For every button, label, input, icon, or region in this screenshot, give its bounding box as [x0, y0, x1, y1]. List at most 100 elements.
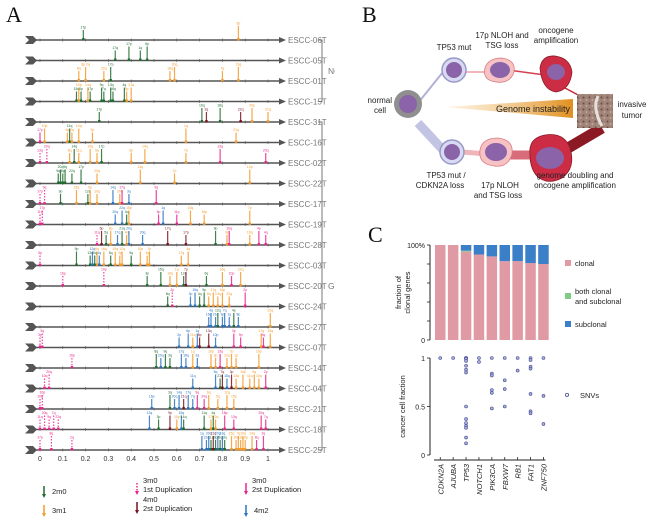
event-point	[248, 181, 251, 184]
event-point	[125, 222, 128, 225]
event-label: 1p	[234, 354, 238, 358]
event-point	[70, 181, 74, 184]
event-point	[102, 79, 106, 82]
event-label: 7p	[148, 247, 152, 251]
event-point	[123, 99, 126, 102]
event-point	[248, 222, 251, 225]
sample-label: ESCC-04T	[288, 385, 327, 394]
event-label: 20p	[249, 104, 255, 108]
event-point	[239, 120, 242, 123]
event-label: 5p	[38, 251, 42, 255]
event-label: 16q	[101, 247, 107, 251]
event-point	[173, 181, 176, 184]
event-point	[139, 58, 142, 61]
event-point	[148, 263, 151, 266]
timeline-arrow-icon	[279, 119, 286, 125]
event-point	[177, 407, 181, 410]
event-point	[43, 202, 46, 205]
event-label: 10q	[42, 374, 48, 378]
snv-point	[464, 370, 468, 375]
event-label: 1q	[227, 313, 231, 317]
event-point	[221, 386, 224, 389]
timeline-row: ESCC-06T 17p 5p	[25, 22, 327, 45]
snv-point	[502, 356, 507, 360]
event-label: 9p	[202, 288, 206, 292]
event-point	[218, 161, 222, 164]
event-label: 8q	[166, 292, 170, 296]
event-point	[70, 140, 74, 143]
event-label: 4q	[186, 247, 190, 251]
event-point	[148, 427, 151, 430]
event-point	[191, 386, 194, 389]
event-label: 14q	[142, 145, 148, 149]
snv-point	[477, 356, 481, 360]
invasive-tumor-label: invasive tumor	[618, 100, 647, 120]
event-point	[259, 345, 263, 348]
event-label: 8p	[109, 227, 113, 231]
event-point	[264, 243, 267, 246]
event-point	[68, 161, 71, 164]
bar-segment-clonal	[473, 254, 485, 340]
event-point	[239, 448, 242, 451]
bar-y-axis-label: fraction ofclonal genes	[394, 271, 412, 313]
legend-label: 2m0	[52, 487, 67, 496]
event-point	[88, 202, 92, 205]
event-label: 1q	[175, 268, 179, 272]
ccf-y-tick-label: 0.5	[415, 405, 425, 412]
event-point	[184, 366, 188, 369]
event-point	[52, 427, 55, 430]
event-label: 17q	[179, 251, 185, 255]
event-point	[38, 222, 42, 225]
event-point	[118, 263, 121, 266]
event-point	[209, 448, 213, 451]
event-point	[145, 263, 149, 266]
timeline-arrow-icon	[279, 324, 286, 330]
event-point	[50, 448, 53, 451]
event-label: 17p	[183, 231, 189, 235]
snv-point	[464, 426, 468, 430]
event-label: 3q	[168, 391, 172, 395]
event-label: 6p 2q	[81, 63, 90, 67]
timeline-arrow-icon	[279, 262, 286, 269]
event-label: 17p	[126, 42, 132, 46]
event-label: 20q	[258, 411, 264, 415]
event-point	[127, 222, 131, 225]
event-point	[257, 386, 261, 389]
event-point	[205, 120, 208, 123]
event-point	[43, 140, 46, 143]
event-label: 17q	[208, 415, 214, 419]
timeline-row: ESCC-28T11q6p5q8p17q21q4q20q20q17q17p9p9…	[25, 227, 327, 250]
x-tick-label: 0.7	[195, 456, 205, 463]
event-point	[187, 407, 190, 410]
event-label: 11q	[76, 149, 82, 153]
event-point	[120, 222, 124, 225]
bar-segment-clonal	[525, 263, 536, 340]
event-point	[38, 263, 42, 266]
event-label: 21q	[265, 108, 271, 112]
event-point	[120, 202, 124, 205]
event-label: 5q	[216, 395, 220, 399]
legend-arrowhead-icon	[42, 494, 46, 498]
event-point	[180, 263, 183, 266]
event-label: 3p	[118, 251, 122, 255]
event-point	[75, 99, 78, 102]
sample-label: ESCC-05T	[288, 57, 327, 66]
event-label: 3p	[157, 415, 161, 419]
event-point	[216, 325, 220, 328]
event-label: 5q	[109, 251, 113, 255]
event-label: 12q	[224, 391, 230, 395]
snv-point	[502, 378, 507, 383]
event-label: 7q	[223, 309, 227, 313]
event-label: 21q	[190, 333, 196, 337]
timeline-row: ESCC-25T17p8q2q1q22q20q11q21q9p20p8q13q3…	[25, 432, 327, 455]
event-label: 12p	[247, 165, 253, 169]
row-start-chevron-icon	[25, 425, 37, 434]
normal-cell-label: normal cell	[368, 96, 393, 115]
event-label: 17p	[96, 108, 102, 112]
timeline-arrow-icon	[279, 180, 286, 187]
panel-b-label: B	[362, 2, 377, 27]
event-point	[230, 284, 233, 287]
